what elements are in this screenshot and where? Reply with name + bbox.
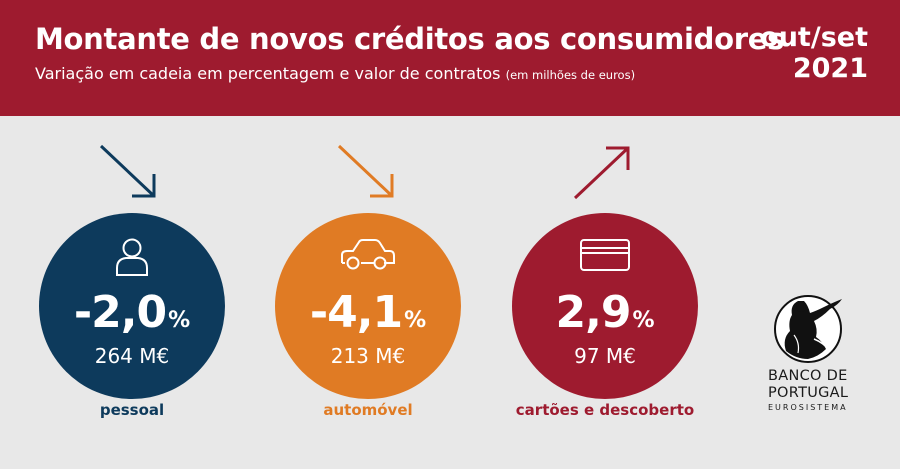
category-label-automovel: automóvel <box>323 401 413 419</box>
percent-unit: % <box>632 308 655 333</box>
metric-circle-pessoal: -2,0% 264 M€ <box>39 213 225 399</box>
period-year: 2021 <box>792 53 868 84</box>
period-months: out/set <box>760 22 868 53</box>
page-subtitle: Variação em cadeia em percentagem e valo… <box>35 64 635 83</box>
contract-value: 264 M€ <box>94 344 170 368</box>
metric-circle-automovel: -4,1% 213 M€ <box>275 213 461 399</box>
trend-up-arrow-icon <box>573 146 630 200</box>
header-banner: Montante de novos créditos aos consumido… <box>0 0 900 116</box>
logo-line-1: BANCO DE <box>768 368 848 384</box>
logo-line-3: EUROSISTEMA <box>768 403 848 412</box>
logo-line-2: PORTUGAL <box>768 385 849 401</box>
period: out/set 2021 <box>760 22 868 84</box>
trend-down-arrow-icon <box>337 144 394 198</box>
percent-unit: % <box>168 308 191 333</box>
page-title: Montante de novos créditos aos consumido… <box>35 22 785 56</box>
credit-card-icon <box>580 239 630 271</box>
contract-value: 213 M€ <box>330 344 406 368</box>
percent-value: -2,0 <box>73 287 167 338</box>
category-label-cartoes: cartões e descoberto <box>515 401 695 419</box>
banco-de-portugal-logo <box>774 295 842 363</box>
subtitle-note: (em milhões de euros) <box>505 68 636 82</box>
trend-down-arrow-icon <box>99 144 156 198</box>
percent-change: 2,9% <box>512 287 698 338</box>
percent-value: -4,1 <box>309 287 403 338</box>
contract-value: 97 M€ <box>574 344 636 368</box>
category-label-pessoal: pessoal <box>99 401 165 419</box>
subtitle-main: Variação em cadeia em percentagem e valo… <box>35 64 501 83</box>
logo-wordmark: BANCO DE PORTUGAL EUROSISTEMA <box>768 368 848 412</box>
percent-value: 2,9 <box>555 287 632 338</box>
metric-circle-cartoes: 2,9% 97 M€ <box>512 213 698 399</box>
percent-change: -2,0% <box>39 287 225 338</box>
person-icon <box>116 238 148 276</box>
percent-change: -4,1% <box>275 287 461 338</box>
car-icon <box>341 239 395 270</box>
percent-unit: % <box>404 308 427 333</box>
